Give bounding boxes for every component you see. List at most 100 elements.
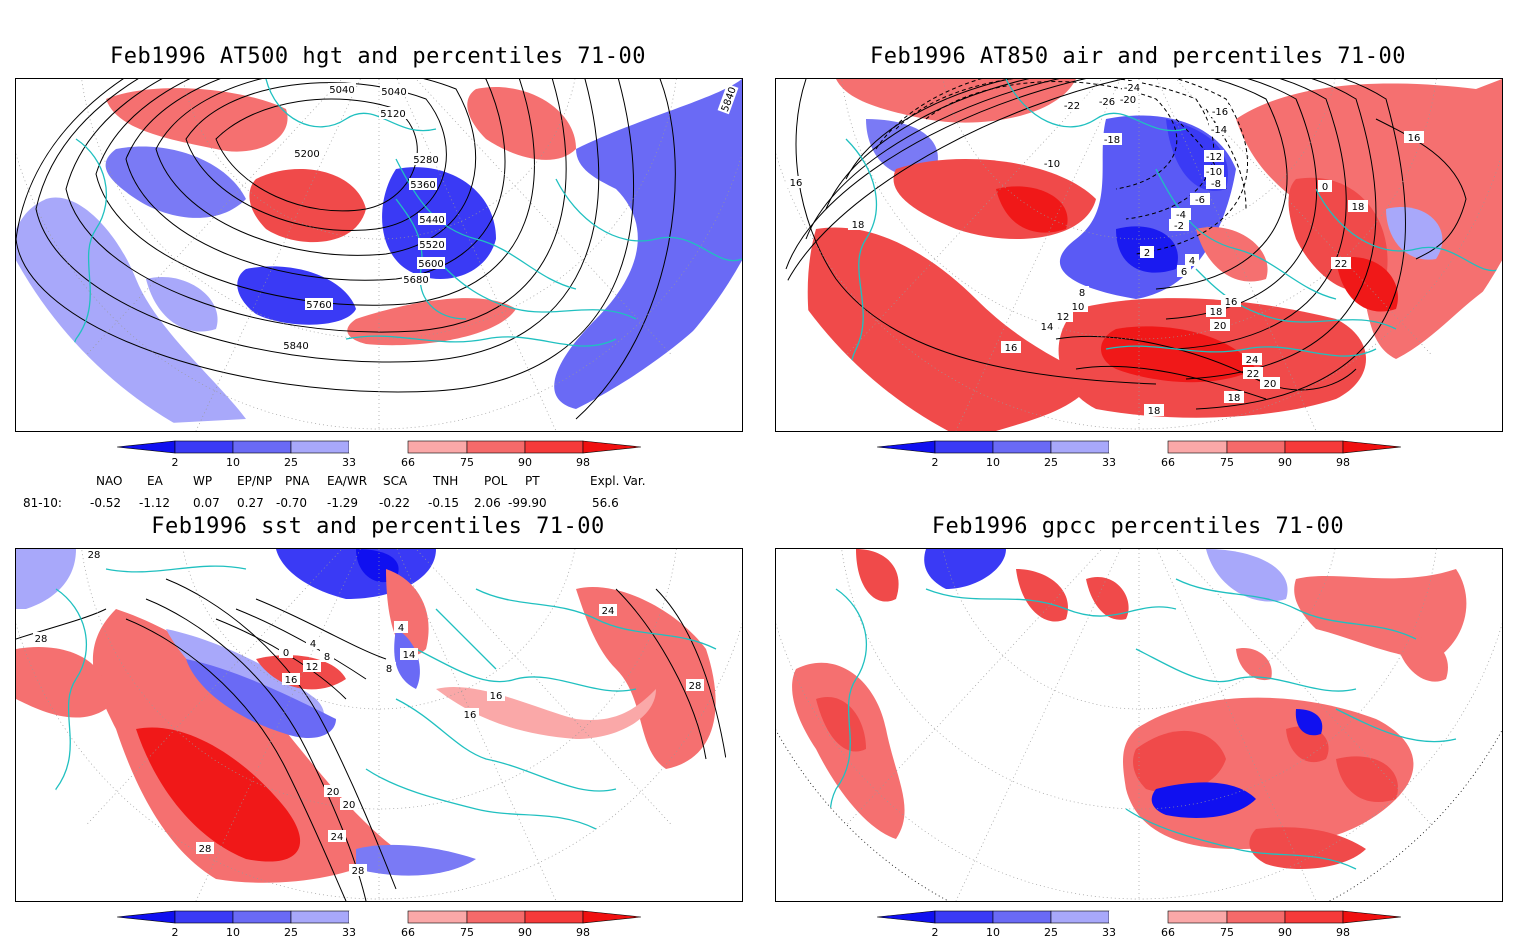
svg-text:14: 14 — [403, 650, 416, 661]
contour-label: 12 — [303, 660, 321, 673]
colorbar-tick-label: 66 — [401, 926, 415, 939]
contour-label: 16 — [487, 689, 505, 702]
contour-label: 18 — [1206, 305, 1226, 318]
colorbar-segment — [466, 910, 526, 924]
colorbar: 2 10 25 33 66 75 90 98 — [116, 910, 647, 944]
contour-label: 0 — [1318, 180, 1332, 193]
colorbar-segment — [1050, 440, 1110, 454]
colorbar-tick-label: 10 — [226, 926, 240, 939]
colorbar-tick-label: 33 — [342, 926, 356, 939]
colorbar-tick-label: 75 — [1220, 456, 1234, 469]
svg-text:0: 0 — [283, 648, 289, 659]
svg-text:-6: -6 — [1195, 195, 1205, 206]
colorbar-segment — [290, 910, 350, 924]
svg-text:20: 20 — [1214, 321, 1227, 332]
contour-label: 18 — [848, 218, 868, 231]
colorbar-tick-label: 75 — [460, 926, 474, 939]
colorbar-tick-label: 98 — [1336, 456, 1350, 469]
svg-text:16: 16 — [1408, 133, 1421, 144]
map-panel-sst: 28 28 0 4 8 12 16 4 8 14 16 16 20 20 24 … — [15, 548, 743, 902]
contour-label: -4 — [1171, 208, 1191, 221]
svg-text:-26: -26 — [1099, 97, 1115, 108]
contour-label: 14 — [400, 648, 418, 661]
colorbar-tick-label: 25 — [1044, 926, 1058, 939]
svg-text:20: 20 — [343, 800, 356, 811]
contour-label: 0 — [279, 646, 293, 659]
svg-text:5040: 5040 — [381, 87, 406, 98]
svg-text:6: 6 — [1181, 267, 1187, 278]
colorbar-tick-label: 33 — [342, 456, 356, 469]
contour-label: 5600 — [417, 257, 445, 270]
svg-text:4: 4 — [310, 639, 316, 650]
contour-label: 20 — [1210, 319, 1230, 332]
svg-text:18: 18 — [1148, 406, 1161, 417]
contour-label: -10 — [1042, 157, 1062, 170]
index-header-nao: NAO — [96, 474, 123, 488]
colorbar-segment — [1109, 911, 1168, 923]
svg-text:22: 22 — [1335, 259, 1348, 270]
contour-label: 5280 — [412, 153, 440, 166]
colorbar-tick-label: 75 — [460, 456, 474, 469]
colorbar-tick-label: 98 — [1336, 926, 1350, 939]
contour-label: 24 — [1242, 353, 1262, 366]
index-header-expl-var: Expl. Var. — [590, 474, 646, 488]
colorbar-segment — [1342, 910, 1402, 924]
panel-title-sst: Feb1996 sst and percentiles 71-00 — [151, 514, 605, 539]
contour-label: 28 — [686, 679, 704, 692]
svg-text:28: 28 — [199, 844, 212, 855]
colorbar-segment — [174, 910, 234, 924]
svg-text:16: 16 — [1005, 343, 1018, 354]
colorbar-tick-label: 10 — [986, 456, 1000, 469]
svg-text:8: 8 — [324, 652, 330, 663]
svg-text:4: 4 — [1189, 256, 1195, 267]
contour-label: 28 — [86, 549, 102, 561]
index-header-wp: WP — [193, 474, 213, 488]
index-value-tnh: -0.15 — [428, 496, 460, 510]
contour-label: -20 — [1118, 93, 1138, 106]
colorbar-segment — [876, 910, 936, 924]
svg-text:-2: -2 — [1174, 221, 1184, 232]
svg-text:-4: -4 — [1176, 210, 1186, 221]
index-row-label: 81-10: — [23, 496, 62, 510]
map-panel-air850: -22 -24 -26 -20 -16 -14 -18 -10 -12 -10 … — [775, 78, 1503, 432]
contour-label: -12 — [1204, 150, 1224, 163]
colorbar-segment — [232, 910, 292, 924]
contour-label: 14 — [1037, 320, 1057, 333]
contour-label: 16 — [1404, 131, 1424, 144]
index-header-pol: POL — [484, 474, 508, 488]
colorbar-tick-label: 66 — [401, 456, 415, 469]
colorbar-segment — [290, 440, 350, 454]
contour-label: 5120 — [379, 107, 407, 120]
svg-text:5840: 5840 — [283, 341, 308, 352]
svg-text:5120: 5120 — [380, 109, 405, 120]
contour-label: 5360 — [409, 178, 437, 191]
svg-text:12: 12 — [306, 662, 319, 673]
contour-label: 18 — [1224, 391, 1244, 404]
colorbar-tick-label: 33 — [1102, 926, 1116, 939]
svg-text:10: 10 — [1072, 302, 1085, 313]
colorbar-tick-label: 25 — [1044, 456, 1058, 469]
contour-label: 5200 — [293, 147, 321, 160]
svg-text:12: 12 — [1057, 312, 1070, 323]
contour-label: 16 — [1221, 295, 1241, 308]
svg-text:-8: -8 — [1211, 179, 1221, 190]
contour-label: 28 — [196, 842, 214, 855]
contour-label: 4 — [306, 637, 320, 650]
colorbar-tick-label: 90 — [1278, 926, 1292, 939]
index-value-epnp: 0.27 — [237, 496, 264, 510]
svg-text:18: 18 — [852, 220, 865, 231]
contour-label: 24 — [599, 604, 617, 617]
svg-text:14: 14 — [1041, 322, 1054, 333]
index-value-nao: -0.52 — [90, 496, 122, 510]
svg-text:28: 28 — [352, 866, 365, 877]
colorbar-segment — [466, 440, 526, 454]
contour-label: -2 — [1169, 219, 1189, 232]
contour-label: 8 — [382, 662, 396, 675]
map-panel-gpcc — [775, 548, 1503, 902]
svg-text:2: 2 — [1144, 248, 1150, 259]
colorbar-segment — [582, 440, 642, 454]
index-value-eawr: -1.29 — [327, 496, 359, 510]
colorbar-segment — [1226, 440, 1286, 454]
svg-text:-20: -20 — [1120, 95, 1136, 106]
svg-text:5680: 5680 — [403, 275, 428, 286]
